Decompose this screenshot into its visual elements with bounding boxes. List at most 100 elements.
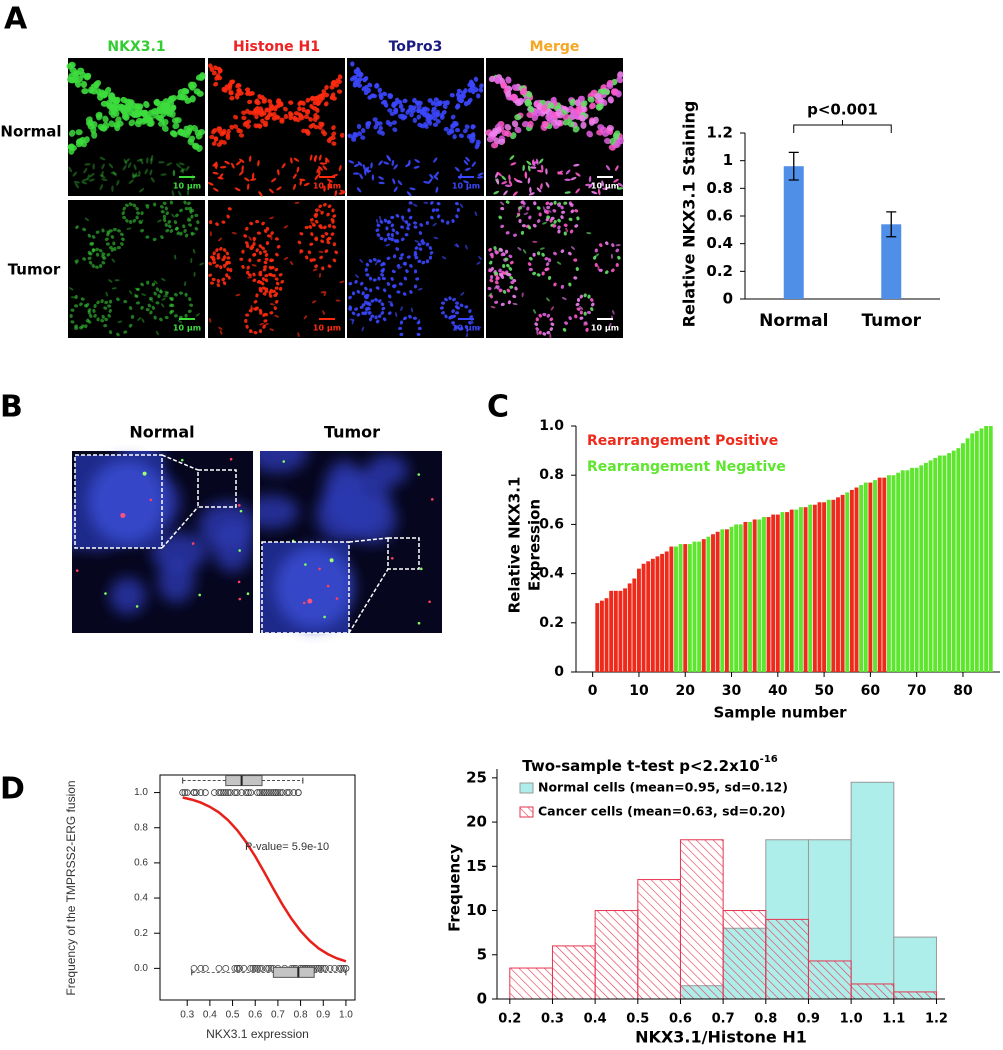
nucleus [364,267,368,272]
nucleus [477,172,484,176]
nucleus [494,285,498,290]
nucleus [355,274,359,279]
nucleus [409,264,413,268]
nucleus [391,120,397,125]
bar [863,482,868,672]
nucleus [108,245,113,250]
nucleus [486,136,495,143]
nucleus [565,227,569,233]
bar [956,448,961,672]
error-bar [886,211,897,238]
nucleus [218,326,223,331]
nucleus [536,330,539,336]
nucleus [233,114,239,120]
nucleus [532,271,537,276]
nucleus [380,273,384,277]
nucleus [370,299,375,303]
nucleus [320,210,324,215]
nucleus [473,76,479,82]
nucleus [365,122,371,127]
nucleus [528,215,532,220]
nucleus [400,237,405,242]
nucleus [387,301,393,304]
nucleus [491,142,499,149]
nucleus [229,268,233,273]
x-tick-label: 50 [814,683,834,699]
nucleus [575,267,579,271]
nucleus [136,158,143,162]
nucleus [171,190,175,197]
nucleus [395,312,398,318]
nucleus [557,203,561,208]
nucleus [432,222,437,227]
nucleus [396,290,401,294]
nucleus [331,131,337,137]
nucleus [396,263,401,268]
nucleus [424,107,430,112]
bar [808,504,813,672]
nucleus [215,248,219,252]
nucleus [293,183,297,191]
bar [882,477,887,672]
nucleus [392,284,397,288]
nucleus [261,221,265,226]
nucleus [303,182,310,187]
nucleus [365,311,371,314]
nucleus [523,212,529,215]
nucleus [488,75,496,83]
nucleus [184,313,188,318]
nucleus [231,232,237,235]
nucleus [528,267,533,272]
bar [951,450,956,672]
nucleus [255,293,259,298]
x-tick-label: 0 [588,683,598,699]
nucleus [351,291,356,296]
nucleus [258,273,263,277]
nucleus [150,154,154,162]
nucleus [316,167,320,174]
histogram-bar [722,910,767,1000]
nucleus [258,251,263,255]
nucleus [128,306,133,311]
nucleus [607,96,614,104]
nucleus [162,295,168,298]
nucleus [450,124,456,129]
bar [757,519,762,672]
nucleus [570,209,575,214]
nucleus [339,280,345,284]
bar [715,531,720,672]
nucleus [248,258,252,263]
nucleus [212,187,219,192]
nucleus [326,212,330,217]
nucleus [572,126,580,133]
nucleus [290,157,293,164]
nucleus [413,284,418,289]
nucleus [465,156,470,162]
nucleus [314,174,319,181]
legend-swatch [519,806,534,818]
nucleus [146,120,154,127]
nucleus [464,167,471,171]
nucleus [594,248,598,253]
bar [618,590,623,672]
nucleus [337,74,343,80]
nucleus [495,126,502,134]
nucleus [217,68,223,74]
nucleus [463,160,469,166]
nucleus [111,106,118,114]
nucleus [468,320,472,325]
nucleus [588,183,594,189]
nucleus [160,173,167,176]
nucleus [613,130,621,138]
nucleus [126,227,132,230]
nucleus [258,289,263,293]
nucleus [195,133,203,140]
nucleus [455,214,459,219]
nucleus [260,118,265,124]
point [274,789,282,796]
scale-bar-label: 10 µm [591,324,619,333]
nucleus [305,255,309,260]
nucleus [458,98,464,104]
nucleus [516,214,521,218]
nucleus [164,315,169,320]
